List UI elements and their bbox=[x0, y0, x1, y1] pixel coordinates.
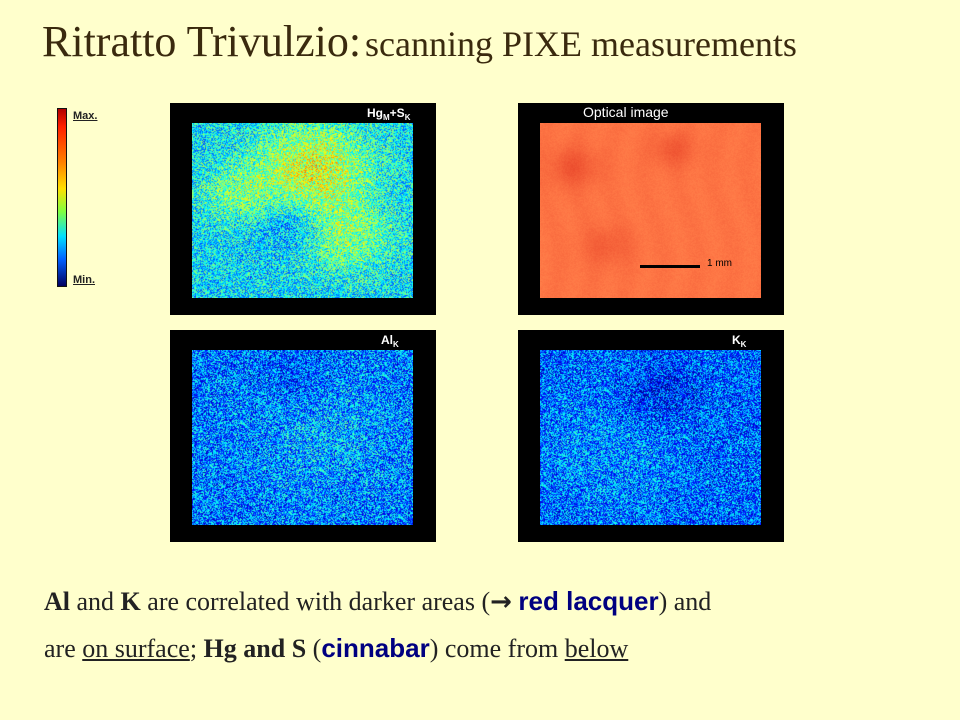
slide-title: Ritratto Trivulzio: scanning PIXE measur… bbox=[42, 16, 797, 67]
hg-s-map-label: HgM+SK bbox=[367, 106, 411, 122]
title-sub: scanning PIXE measurements bbox=[365, 24, 797, 64]
k-map-panel: KK bbox=[518, 330, 784, 542]
al-map-label: AlK bbox=[381, 333, 399, 349]
al-map-panel: AlK bbox=[170, 330, 436, 542]
title-main: Ritratto Trivulzio: bbox=[42, 17, 362, 66]
color-scale-max-label: Max. bbox=[73, 110, 98, 122]
optical-image bbox=[540, 123, 761, 298]
color-scale-min-label: Min. bbox=[73, 274, 95, 286]
optical-image-label: Optical image bbox=[583, 104, 669, 120]
optical-image-panel: Optical image 1 mm bbox=[518, 103, 784, 315]
hg-s-map-image bbox=[192, 123, 413, 298]
scale-bar-label: 1 mm bbox=[707, 258, 732, 269]
hg-s-map-panel: HgM+SK bbox=[170, 103, 436, 315]
caption-text: Al and K are correlated with darker area… bbox=[44, 586, 712, 663]
color-scale-bar bbox=[57, 108, 67, 287]
scale-bar bbox=[640, 265, 700, 268]
al-map-image bbox=[192, 350, 413, 525]
k-map-label: KK bbox=[732, 333, 747, 349]
k-map-image bbox=[540, 350, 761, 525]
